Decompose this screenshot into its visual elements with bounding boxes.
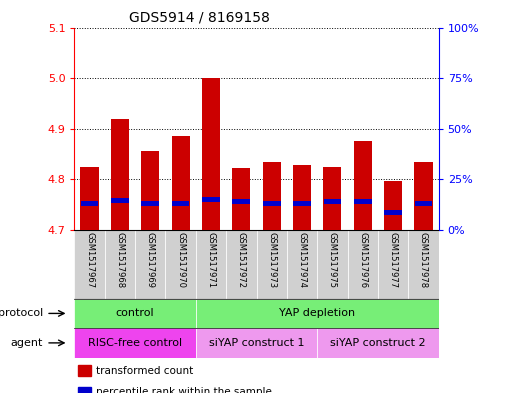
Text: transformed count: transformed count — [96, 365, 193, 376]
Text: siYAP construct 1: siYAP construct 1 — [209, 338, 304, 348]
Bar — [384, 181, 402, 230]
Bar — [172, 201, 189, 206]
Bar — [415, 201, 432, 206]
Bar — [293, 201, 311, 206]
Bar — [324, 199, 341, 204]
Bar — [196, 328, 317, 358]
Bar — [78, 387, 91, 393]
Bar — [196, 299, 439, 328]
Bar — [226, 230, 256, 299]
Text: RISC-free control: RISC-free control — [88, 338, 182, 348]
Bar — [171, 136, 190, 230]
Text: control: control — [116, 309, 154, 318]
Bar — [135, 230, 165, 299]
Bar — [111, 119, 129, 230]
Text: GSM1517973: GSM1517973 — [267, 232, 276, 288]
Text: GDS5914 / 8169158: GDS5914 / 8169158 — [129, 11, 270, 25]
Text: GSM1517978: GSM1517978 — [419, 232, 428, 288]
Bar — [347, 230, 378, 299]
Bar — [105, 230, 135, 299]
Bar — [202, 78, 220, 230]
Bar — [141, 151, 160, 230]
Bar — [74, 230, 105, 299]
Text: agent: agent — [11, 338, 43, 348]
Bar — [378, 230, 408, 299]
Bar — [408, 230, 439, 299]
Bar — [74, 299, 196, 328]
Bar — [263, 201, 281, 206]
Text: protocol: protocol — [0, 309, 43, 318]
Bar — [111, 198, 129, 203]
Text: GSM1517977: GSM1517977 — [388, 232, 398, 288]
Bar — [287, 230, 317, 299]
Text: GSM1517969: GSM1517969 — [146, 232, 155, 288]
Bar — [353, 141, 372, 230]
Text: GSM1517974: GSM1517974 — [298, 232, 307, 288]
Text: GSM1517970: GSM1517970 — [176, 232, 185, 288]
Text: GSM1517971: GSM1517971 — [206, 232, 215, 288]
Bar — [81, 201, 98, 206]
Bar — [354, 199, 371, 204]
Text: siYAP construct 2: siYAP construct 2 — [330, 338, 426, 348]
Text: percentile rank within the sample: percentile rank within the sample — [96, 387, 272, 393]
Bar — [74, 328, 196, 358]
Bar — [415, 162, 432, 230]
Bar — [142, 201, 159, 206]
Bar — [323, 167, 342, 230]
Text: GSM1517976: GSM1517976 — [358, 232, 367, 288]
Bar — [263, 162, 281, 230]
Bar — [293, 165, 311, 230]
Bar — [81, 167, 98, 230]
Text: GSM1517968: GSM1517968 — [115, 232, 125, 288]
Bar — [165, 230, 196, 299]
Text: YAP depletion: YAP depletion — [279, 309, 356, 318]
Bar — [78, 365, 91, 376]
Bar — [232, 199, 250, 204]
Bar — [317, 328, 439, 358]
Bar — [232, 168, 250, 230]
Bar — [196, 230, 226, 299]
Text: GSM1517972: GSM1517972 — [237, 232, 246, 288]
Bar — [317, 230, 348, 299]
Bar — [202, 197, 220, 202]
Text: GSM1517975: GSM1517975 — [328, 232, 337, 288]
Bar — [384, 210, 402, 215]
Text: GSM1517967: GSM1517967 — [85, 232, 94, 288]
Bar — [256, 230, 287, 299]
